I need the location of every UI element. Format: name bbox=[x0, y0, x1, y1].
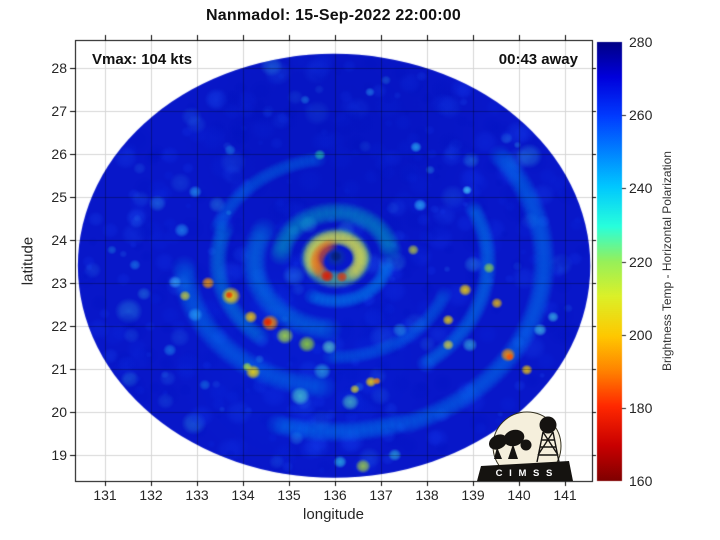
y-tick-label: 24 bbox=[51, 232, 67, 248]
logo-text: C I M S S bbox=[496, 468, 555, 479]
x-tick-label: 139 bbox=[461, 487, 485, 503]
vmax-annotation: Vmax: 104 kts bbox=[92, 51, 193, 68]
satellite-dish-icon bbox=[488, 429, 532, 459]
y-tick-label: 22 bbox=[51, 318, 67, 334]
colorbar-tick-label: 260 bbox=[629, 107, 653, 124]
colorbar-tick-label: 160 bbox=[629, 473, 653, 489]
y-tick-label: 25 bbox=[51, 189, 67, 205]
x-tick-label: 136 bbox=[323, 487, 347, 503]
y-tick-label: 27 bbox=[51, 103, 67, 119]
x-tick-label: 131 bbox=[93, 487, 117, 503]
eta-annotation: 00:43 away bbox=[498, 51, 578, 68]
x-tick-label: 140 bbox=[507, 487, 531, 503]
y-tick-label: 23 bbox=[51, 275, 67, 291]
plot-title: Nanmadol: 15-Sep-2022 22:00:00 bbox=[206, 7, 461, 24]
water-tower-icon bbox=[536, 416, 560, 463]
colorbar-tick-label: 280 bbox=[629, 34, 653, 50]
x-tick-label: 133 bbox=[185, 487, 209, 503]
y-tick-label: 28 bbox=[51, 60, 67, 76]
cimss-logo: C I M S S bbox=[477, 411, 573, 481]
colorbar-tick-label: 220 bbox=[629, 253, 653, 270]
x-tick-label: 138 bbox=[415, 487, 439, 503]
logo-banner bbox=[477, 461, 573, 481]
y-tick-label: 20 bbox=[51, 404, 67, 420]
x-tick-label: 134 bbox=[231, 487, 255, 503]
colorbar-tick-label: 180 bbox=[629, 399, 653, 416]
y-tick-label: 26 bbox=[51, 146, 67, 162]
y-tick-label: 19 bbox=[51, 447, 67, 463]
x-tick-label: 137 bbox=[369, 487, 393, 503]
colorbar-tick-label: 240 bbox=[629, 180, 653, 197]
colorbar-tick-label: 200 bbox=[629, 326, 653, 343]
x-tick-label: 132 bbox=[139, 487, 163, 503]
x-axis-label: longitude bbox=[303, 506, 364, 523]
y-tick-label: 21 bbox=[51, 361, 67, 377]
x-tick-label: 135 bbox=[277, 487, 301, 503]
x-tick-label: 141 bbox=[553, 487, 577, 503]
